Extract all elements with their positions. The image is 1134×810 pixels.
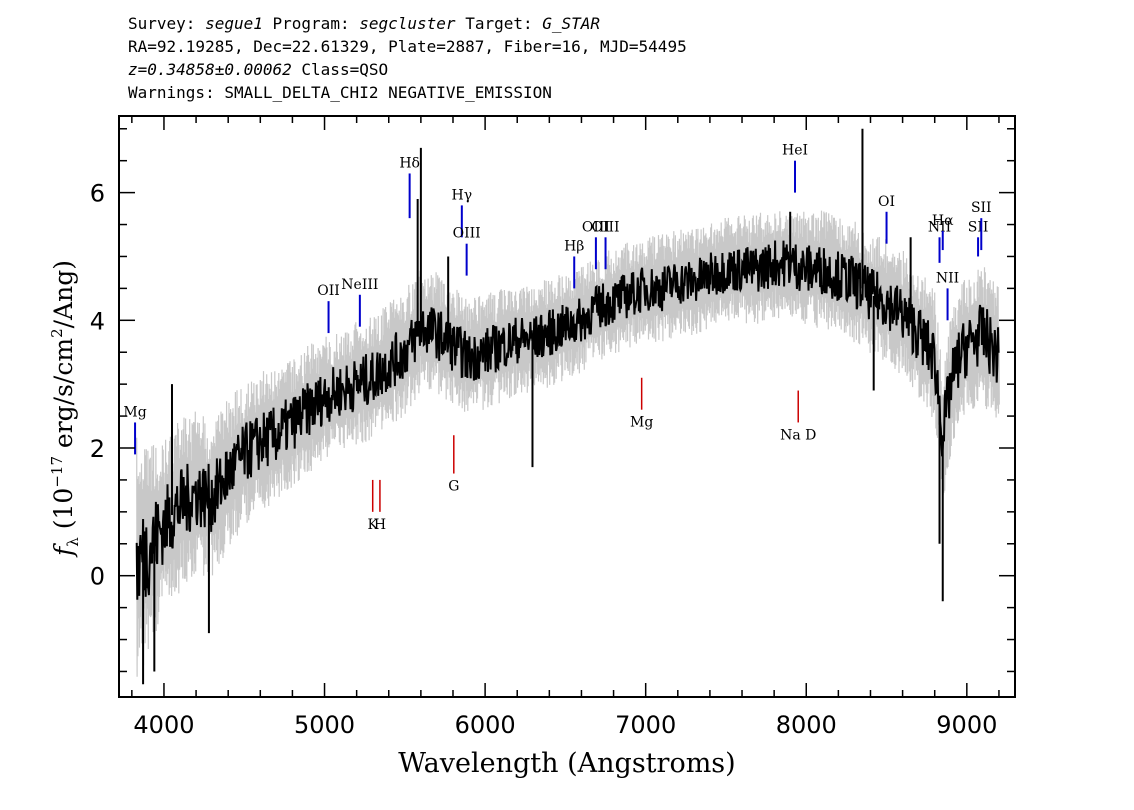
y-axis-label: fλ (10−17 erg/s/cm2/Ang) — [48, 260, 82, 558]
emission-line-label: NII — [928, 219, 951, 235]
emission-line-label: SII — [971, 200, 992, 216]
svg-text:fλ (10−17 erg/s/cm2/Ang): fλ (10−17 erg/s/cm2/Ang) — [48, 260, 82, 558]
header-line-4: Warnings: SMALL_DELTA_CHI2 NEGATIVE_EMIS… — [128, 83, 552, 102]
spectrum-header: Survey: segue1 Program: segcluster Targe… — [128, 12, 687, 104]
header-line-3: z=0.34858±0.00062 Class=QSO — [128, 58, 687, 81]
y-tick-label: 2 — [90, 435, 105, 463]
header-line-1: Survey: segue1 Program: segcluster Targe… — [128, 12, 687, 35]
emission-line-label: Hδ — [399, 155, 420, 171]
target-value: G_STAR — [542, 14, 601, 33]
flux-series — [135, 240, 1000, 600]
emission-line-label: Hα — [932, 213, 954, 229]
absorption-line-label: Mg — [630, 415, 653, 431]
emission-line-label: NII — [936, 270, 959, 286]
x-tick-label: 7000 — [615, 711, 676, 739]
header-line-2: RA=92.19285, Dec=22.61329, Plate=2887, F… — [128, 37, 687, 56]
absorption-line-label: Na D — [780, 427, 816, 443]
axis-ticks: 4000 5000 6000 7000 8000 9000 0 2 4 6 — [90, 116, 1015, 739]
emission-line-label: OII — [317, 283, 340, 299]
y-tick-label: 4 — [90, 307, 105, 335]
y-tick-label: 0 — [90, 563, 105, 591]
x-tick-label: 4000 — [133, 711, 194, 739]
target-label: Target: — [465, 14, 533, 33]
flux-trace — [135, 240, 1000, 600]
absorption-line-label: H — [374, 517, 386, 533]
survey-value: segue1 — [205, 14, 263, 33]
x-axis-label: Wavelength (Angstroms) — [398, 748, 735, 779]
emission-line-label: OIII — [453, 226, 481, 242]
emission-line-label: Mg — [123, 404, 146, 420]
emission-line-label: HeI — [782, 143, 808, 159]
emission-line-label: Hβ — [564, 238, 584, 254]
program-value: segcluster — [359, 14, 456, 33]
program-label: Program: — [272, 14, 350, 33]
absorption-line-label: K — [367, 517, 378, 533]
x-tick-label: 8000 — [776, 711, 837, 739]
x-tick-label: 9000 — [936, 711, 997, 739]
emission-line-label: OIII — [591, 219, 619, 235]
class-value: Class=QSO — [301, 60, 389, 79]
emission-line-label: Hγ — [452, 187, 473, 203]
emission-line-label: OIII — [582, 219, 610, 235]
absorption-line-label: G — [448, 479, 459, 495]
flux-spikes — [142, 128, 944, 685]
redshift-value: z=0.34858±0.00062 — [128, 60, 292, 79]
emission-line-label: SII — [968, 219, 989, 235]
x-tick-label: 5000 — [294, 711, 355, 739]
x-tick-label: 6000 — [455, 711, 516, 739]
emission-line-label: OI — [878, 194, 895, 210]
plot-frame — [118, 115, 1016, 698]
emission-line-label: NeIII — [341, 277, 378, 293]
survey-label: Survey: — [128, 14, 196, 33]
y-tick-label: 6 — [90, 180, 105, 208]
